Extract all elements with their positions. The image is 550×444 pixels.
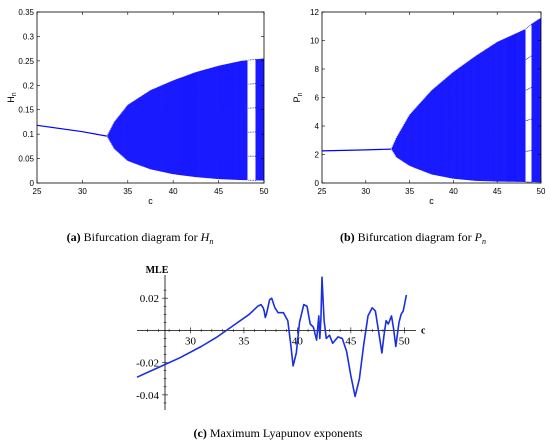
chaotic-attractor-band [107, 58, 264, 181]
x-axis-label: c [421, 325, 426, 336]
x-tick-label: 45 [493, 187, 502, 196]
panel-a-chart: 25 30 35 40 45 50 0 0.05 0.1 0.15 0.2 0.25 0.3 0.35 c H… [6, 8, 269, 206]
x-tick-label: 40 [169, 187, 178, 196]
periodic-window-points [525, 24, 532, 183]
y-tick-label: 0.05 [18, 155, 34, 164]
y-tick-label: 0.35 [18, 8, 34, 17]
x-tick-label: 25 [318, 187, 327, 196]
x-tick-label: 25 [33, 187, 42, 196]
y-axis-label: MLE [146, 265, 169, 276]
x-tick-label: 50 [260, 187, 269, 196]
x-tick-label: 30 [361, 187, 370, 196]
caption-b: (b) Bifurcation diagram for Pn [340, 230, 486, 246]
y-axis-label: Hn [6, 92, 18, 103]
x-tick-label: 40 [449, 187, 458, 196]
x-tick-label: 35 [238, 335, 250, 347]
panel-b-chart: 25 30 35 40 45 50 0 2 4 6 8 10 12 c Pn [292, 8, 546, 206]
y-tick-label: 12 [310, 8, 319, 17]
panel-a-frame [36, 11, 265, 184]
y-tick-label: -0.02 [136, 358, 159, 370]
y-tick-label: 0 [30, 179, 35, 188]
mle-curve [136, 276, 408, 398]
y-tick-label: 10 [310, 37, 319, 46]
x-tick-label: 45 [214, 187, 223, 196]
caption-c: (c) Maximum Lyapunov exponents [194, 426, 363, 440]
panel-b-series [322, 17, 541, 183]
panel-a-series [37, 58, 264, 181]
y-tick-label: -0.04 [136, 390, 159, 402]
chaotic-attractor-band [391, 17, 541, 183]
y-tick-label: 0.15 [18, 106, 34, 115]
x-tick-label: 50 [537, 187, 546, 196]
periodic-window-points [248, 59, 256, 181]
caption-a: (a) Bifurcation diagram for Hn [67, 230, 214, 246]
y-tick-label: 0.2 [23, 81, 35, 90]
y-tick-label: 0.3 [23, 32, 35, 41]
y-tick-label: 6 [315, 94, 320, 103]
x-tick-label: 45 [345, 335, 357, 347]
fixed-point-branch [37, 124, 108, 137]
y-tick-label: 0 [315, 179, 320, 188]
y-tick-label: 0.1 [23, 130, 35, 139]
x-tick-label: 50 [399, 335, 411, 347]
y-tick-label: 0.25 [18, 57, 34, 66]
x-tick-label: 30 [185, 335, 197, 347]
y-tick-label: 4 [315, 122, 320, 131]
x-tick-label: 35 [123, 187, 132, 196]
y-tick-label: 2 [315, 151, 320, 160]
x-axis-label: c [429, 196, 434, 206]
y-tick-label: 8 [315, 65, 320, 74]
x-tick-label: 35 [405, 187, 414, 196]
x-axis-label: c [148, 196, 153, 206]
x-tick-label: 30 [78, 187, 87, 196]
y-axis-label: Pn [292, 92, 304, 102]
fixed-point-branch [322, 148, 392, 152]
y-tick-label: 0.02 [140, 293, 159, 305]
